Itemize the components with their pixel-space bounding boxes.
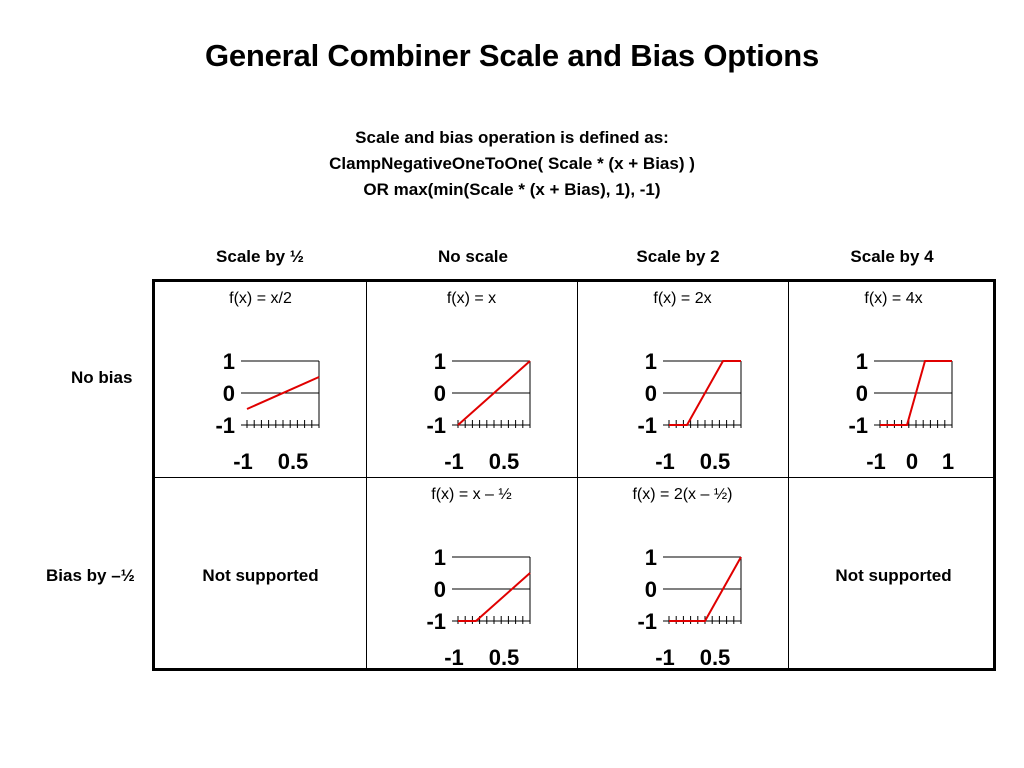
- x-tick-label: -1: [866, 449, 886, 474]
- page-title: General Combiner Scale and Bias Options: [204, 38, 820, 73]
- x-tick-label: 0.5: [489, 449, 520, 474]
- y-tick-label: 1: [434, 545, 446, 570]
- cell-r1c0: Not supported: [155, 478, 366, 674]
- y-tick-label: 0: [645, 381, 657, 406]
- table-divider: [155, 477, 993, 478]
- chart-r1c2: 1 0 -1 -1 0.5: [637, 545, 742, 670]
- y-tick-label: -1: [426, 609, 446, 634]
- y-tick-label: -1: [848, 413, 868, 438]
- x-tick-label: 0: [906, 449, 918, 474]
- cell-r1c2: f(x) = 2(x – ½) 1 0 -1 -1 0.5: [577, 478, 788, 674]
- y-tick-label: 1: [645, 545, 657, 570]
- cell-r0c2: f(x) = 2x 1 0 -1 -1 0.5: [577, 282, 788, 478]
- not-supported-label: Not supported: [835, 566, 952, 585]
- cell-formula: f(x) = 4x: [864, 290, 923, 307]
- x-tick-label: 0.5: [700, 645, 731, 670]
- options-table: f(x) = x/2 1 0 -1 -1 0.5 f(x) = x 1 0 -1 -1 0.5 …: [152, 279, 996, 671]
- chart-r0c1: 1 0 -1 -1 0.5: [426, 349, 531, 474]
- y-tick-label: -1: [215, 413, 235, 438]
- x-tick-label: -1: [655, 449, 675, 474]
- function-line: [457, 360, 531, 426]
- function-line: [669, 360, 741, 426]
- definition-line-2: ClampNegativeOneToOne( Scale * (x + Bias…: [329, 154, 695, 173]
- chart-r0c0: 1 0 -1 -1 0.5: [215, 349, 320, 474]
- y-tick-label: 0: [223, 381, 235, 406]
- x-tick-label: -1: [233, 449, 253, 474]
- column-header-scale-2: Scale by 2: [636, 247, 720, 266]
- y-tick-label: 1: [645, 349, 657, 374]
- y-tick-label: -1: [637, 413, 657, 438]
- cell-formula: f(x) = 2x: [653, 290, 712, 307]
- cell-r1c3: Not supported: [788, 478, 999, 674]
- table-divider: [788, 282, 789, 668]
- y-tick-label: 0: [856, 381, 868, 406]
- y-tick-label: -1: [426, 413, 446, 438]
- x-tick-label: -1: [444, 449, 464, 474]
- cell-r0c3: f(x) = 4x 1 0 -1 -1 0 1: [788, 282, 999, 478]
- x-tick-label: 1: [942, 449, 954, 474]
- row-header-bias-half: Bias by –½: [46, 566, 135, 585]
- column-header-scale-half: Scale by ½: [216, 247, 304, 266]
- not-supported-label: Not supported: [202, 566, 319, 585]
- function-line: [880, 360, 952, 426]
- row-header-no-bias: No bias: [71, 368, 133, 387]
- x-tick-label: -1: [655, 645, 675, 670]
- y-tick-label: 0: [434, 381, 446, 406]
- x-tick-label: 0.5: [278, 449, 309, 474]
- definition-line-1: Scale and bias operation is defined as:: [355, 128, 669, 147]
- x-tick-label: -1: [444, 645, 464, 670]
- cell-r0c1: f(x) = x 1 0 -1 -1 0.5: [366, 282, 577, 478]
- cell-formula: f(x) = x: [446, 290, 497, 307]
- y-tick-label: 0: [645, 577, 657, 602]
- cell-formula: f(x) = 2(x – ½): [632, 486, 733, 503]
- function-line: [669, 556, 742, 622]
- cell-formula: f(x) = x – ½: [431, 486, 512, 503]
- cell-r0c0: f(x) = x/2 1 0 -1 -1 0.5: [155, 282, 366, 478]
- chart-r0c3: 10-1-1 0 1: [848, 349, 954, 474]
- cell-r1c1: f(x) = x – ½ 1 0 -1 -1 0.5: [366, 478, 577, 674]
- y-tick-label: 0: [434, 577, 446, 602]
- y-tick-label: -1: [637, 609, 657, 634]
- y-tick-label: 1: [434, 349, 446, 374]
- y-tick-label: 1: [223, 349, 235, 374]
- table-divider: [577, 282, 578, 668]
- x-tick-label: 0.5: [700, 449, 731, 474]
- chart-r0c2: 1 0 -1 -1 0.5: [637, 349, 742, 474]
- column-header-no-scale: No scale: [438, 247, 508, 266]
- column-header-scale-4: Scale by 4: [850, 247, 934, 266]
- function-line: [246, 376, 320, 410]
- function-line: [458, 572, 531, 622]
- definition-line-3: OR max(min(Scale * (x + Bias), 1), -1): [363, 180, 661, 199]
- y-tick-label: 1: [856, 349, 868, 374]
- x-tick-label: 0.5: [489, 645, 520, 670]
- definition-block: Scale and bias operation is defined as: …: [0, 125, 1024, 203]
- chart-r1c1: 1 0 -1 -1 0.5: [426, 545, 531, 670]
- table-divider: [366, 282, 367, 668]
- cell-formula: f(x) = x/2: [229, 290, 292, 307]
